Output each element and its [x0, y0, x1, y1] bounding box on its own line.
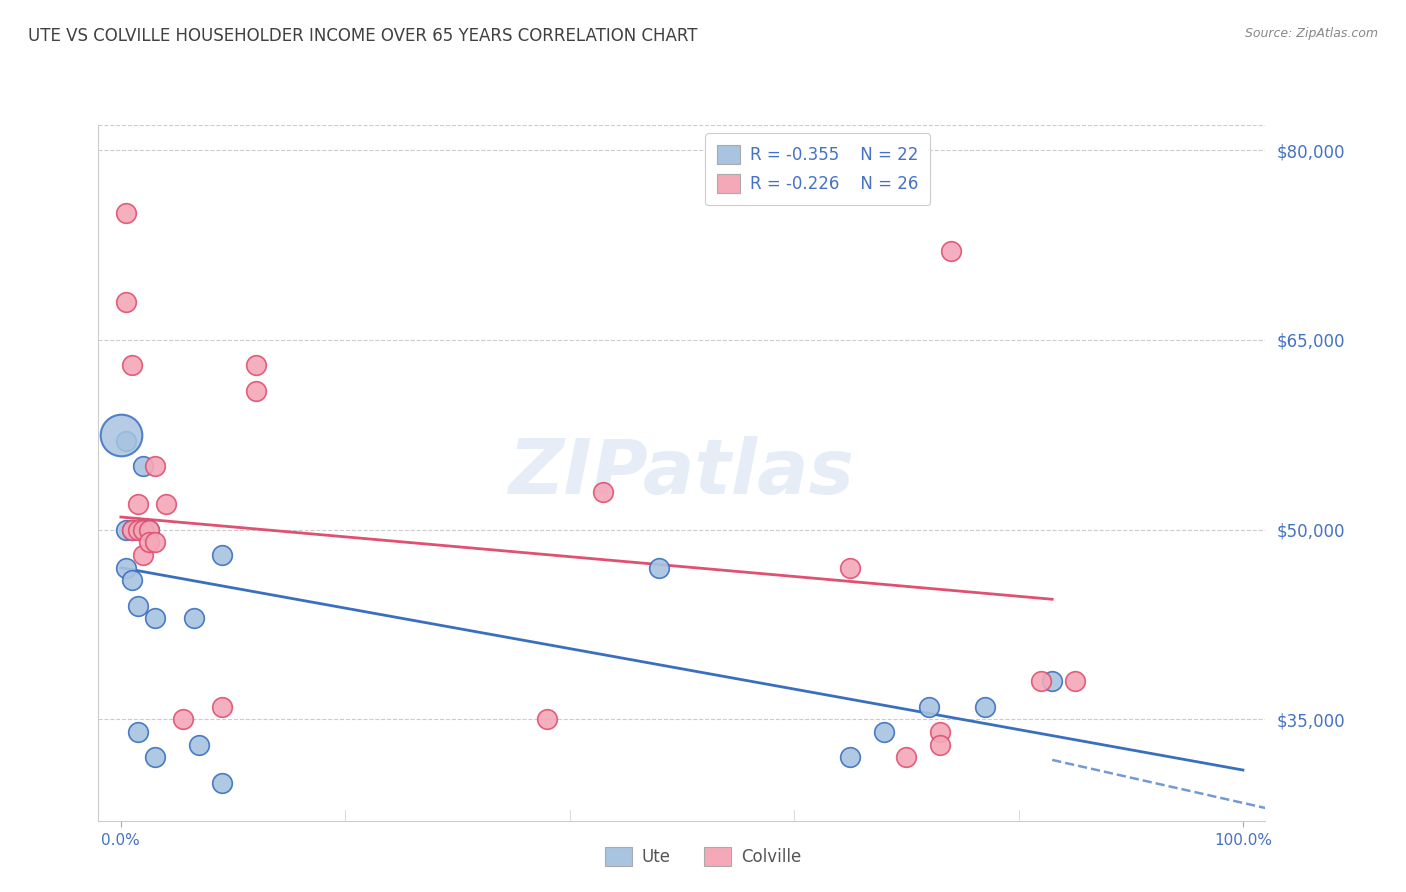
Point: [132, 548, 155, 562]
Text: UTE VS COLVILLE HOUSEHOLDER INCOME OVER 65 YEARS CORRELATION CHART: UTE VS COLVILLE HOUSEHOLDER INCOME OVER …: [28, 27, 697, 45]
Point: [155, 497, 177, 511]
Point: [1063, 674, 1085, 689]
Point: [121, 358, 143, 372]
Point: [188, 738, 211, 752]
Point: [873, 725, 896, 739]
Point: [115, 560, 138, 574]
Point: [132, 523, 155, 537]
Point: [121, 574, 143, 588]
Text: ZIPatlas: ZIPatlas: [509, 436, 855, 509]
Point: [115, 523, 138, 537]
Point: [245, 358, 267, 372]
Point: [929, 738, 952, 752]
Point: [115, 206, 138, 220]
Text: Source: ZipAtlas.com: Source: ZipAtlas.com: [1244, 27, 1378, 40]
Point: [115, 434, 138, 449]
Point: [127, 497, 149, 511]
Point: [211, 775, 233, 789]
Point: [211, 548, 233, 562]
Point: [132, 459, 155, 474]
Point: [1040, 674, 1063, 689]
Point: [536, 713, 558, 727]
Point: [592, 484, 614, 499]
Point: [896, 750, 918, 764]
Point: [127, 523, 149, 537]
Point: [941, 244, 963, 259]
Point: [172, 713, 194, 727]
Point: [929, 725, 952, 739]
Point: [121, 523, 143, 537]
Point: [132, 523, 155, 537]
Point: [839, 750, 862, 764]
Point: [973, 699, 995, 714]
Point: [138, 523, 160, 537]
Point: [127, 599, 149, 613]
Point: [143, 535, 166, 549]
Point: [138, 535, 160, 549]
Point: [143, 750, 166, 764]
Point: [127, 725, 149, 739]
Point: [245, 384, 267, 398]
Point: [110, 427, 132, 442]
Point: [183, 611, 205, 625]
Point: [918, 699, 941, 714]
Legend: R = -0.355    N = 22, R = -0.226    N = 26: R = -0.355 N = 22, R = -0.226 N = 26: [706, 133, 931, 205]
Point: [211, 699, 233, 714]
Point: [1029, 674, 1052, 689]
Point: [138, 523, 160, 537]
Point: [121, 523, 143, 537]
Point: [143, 611, 166, 625]
Point: [648, 560, 671, 574]
Point: [115, 295, 138, 310]
Legend: Ute, Colville: Ute, Colville: [596, 838, 810, 875]
Point: [839, 560, 862, 574]
Point: [143, 459, 166, 474]
